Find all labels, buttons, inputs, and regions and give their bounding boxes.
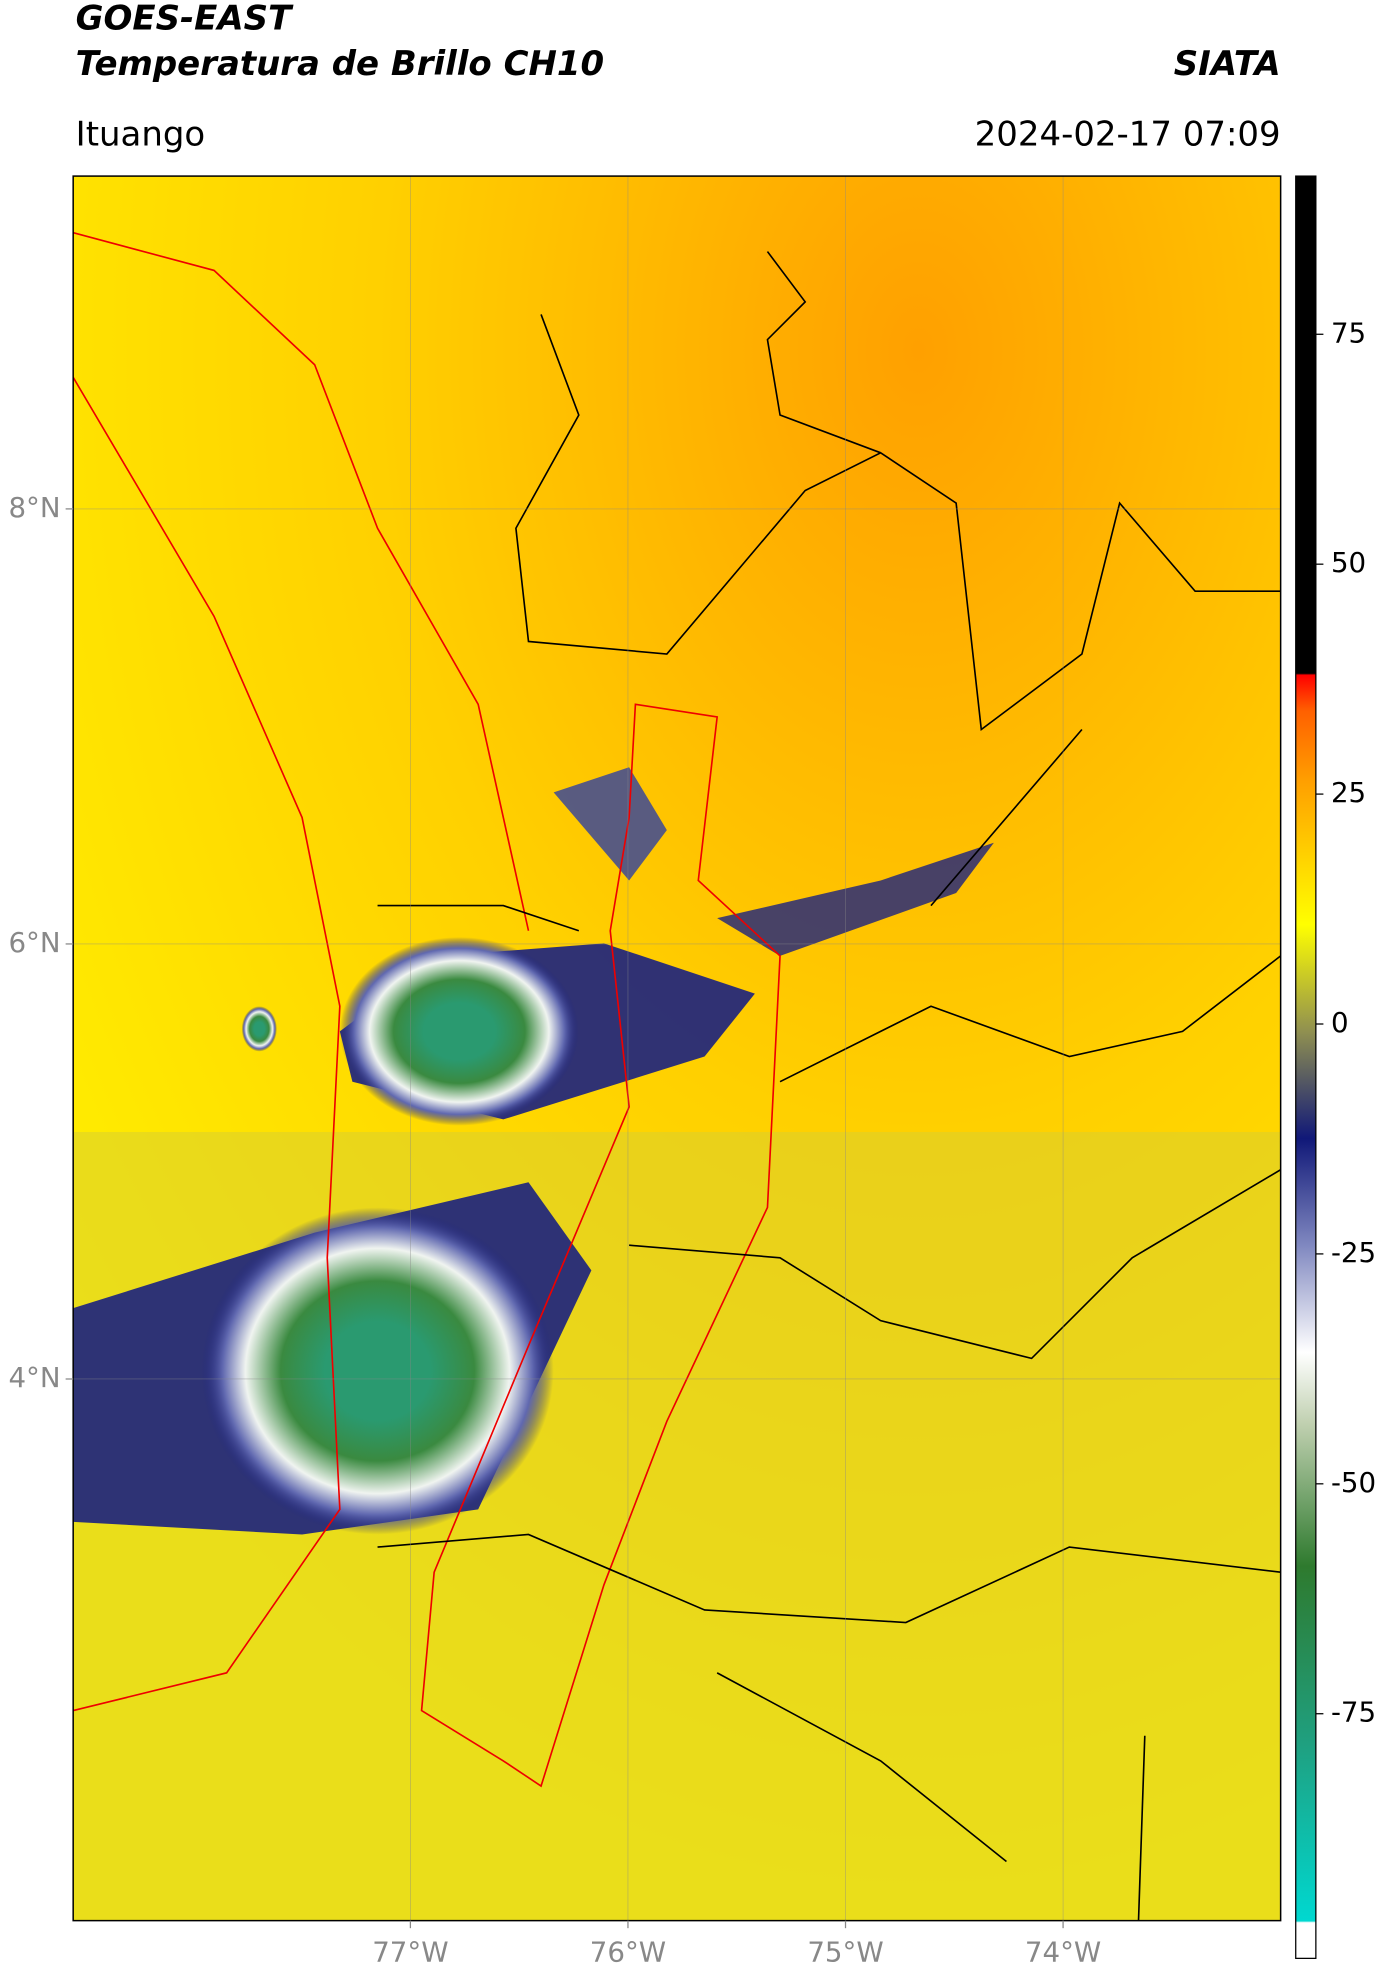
y-tick-label: 4°N [8,1361,60,1394]
colorbar-tick-label: -50 [1331,1466,1376,1499]
x-tick-label: 76°W [590,1935,666,1968]
x-tick-label: 75°W [807,1935,883,1968]
colorbar [1295,175,1317,1959]
colorbar-tick-label: 50 [1331,546,1366,579]
colorbar-tick-label: -25 [1331,1236,1376,1269]
y-tick-label: 6°N [8,926,60,959]
source: SIATA [1174,44,1281,84]
map-frame [72,175,1282,1922]
colorbar-tick-label: -75 [1331,1696,1376,1729]
colorbar-tick-label: 75 [1331,316,1366,349]
x-tick-label: 74°W [1025,1935,1101,1968]
map-image [73,176,1281,1921]
title: GOES-EAST [76,0,294,39]
location: Ituango [76,114,206,154]
y-tick-label: 8°N [8,491,60,524]
colorbar-tick-label: 25 [1331,776,1366,809]
title: Temperatura de Brillo CH10 [76,44,604,84]
colorbar-tick-label: 0 [1331,1006,1349,1039]
datetime: 2024-02-17 07:09 [975,114,1281,154]
x-tick-label: 77°W [372,1935,448,1968]
